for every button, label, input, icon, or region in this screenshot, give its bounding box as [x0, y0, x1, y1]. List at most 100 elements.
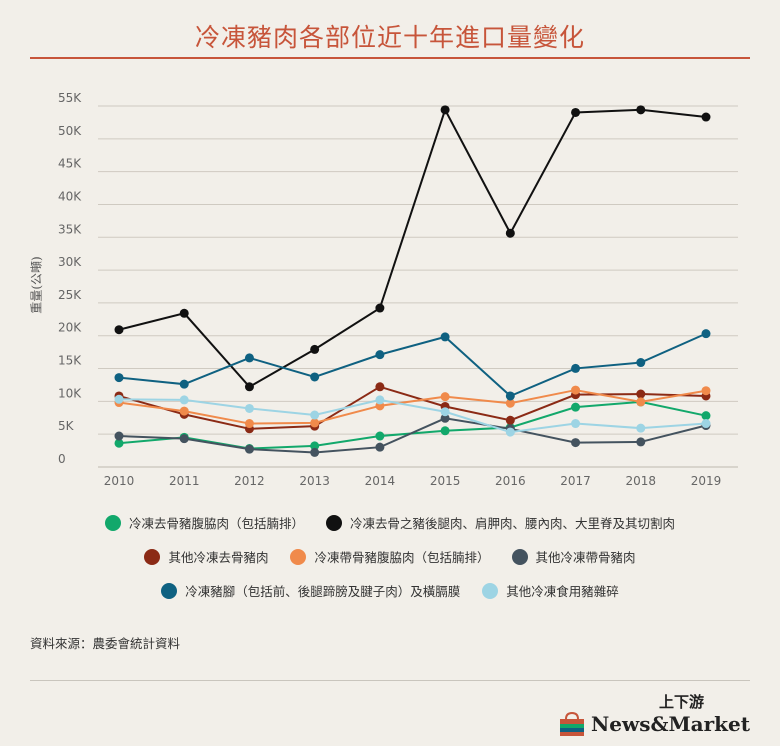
- data-point[interactable]: [375, 442, 385, 452]
- y-tick-label: 10K: [58, 386, 82, 400]
- data-point[interactable]: [375, 395, 385, 405]
- data-point[interactable]: [375, 350, 385, 360]
- series-lines: [114, 105, 711, 457]
- data-point[interactable]: [571, 107, 581, 117]
- data-point[interactable]: [571, 419, 581, 429]
- y-tick-label: 30K: [58, 255, 82, 269]
- legend-item: 其他冷凍帶骨豬肉: [511, 547, 636, 566]
- data-point[interactable]: [505, 398, 515, 408]
- legend-label: 其他冷凍去骨豬肉: [168, 550, 269, 565]
- series-line: [118, 389, 707, 425]
- data-point[interactable]: [310, 447, 320, 457]
- data-point[interactable]: [310, 344, 320, 354]
- legend-label: 其他冷凍食用豬雜碎: [506, 584, 619, 599]
- legend-label: 冷凍帶骨豬腹脇肉（包括腩排）: [314, 550, 490, 565]
- data-point[interactable]: [505, 415, 515, 425]
- data-point[interactable]: [636, 397, 646, 407]
- legend-label: 冷凍去骨豬腹脇肉（包括腩排）: [128, 516, 304, 531]
- data-point[interactable]: [375, 382, 385, 392]
- series-5: [114, 413, 711, 457]
- data-point[interactable]: [636, 389, 646, 399]
- y-tick-label: 55K: [58, 91, 82, 105]
- data-point[interactable]: [636, 437, 646, 447]
- data-point[interactable]: [179, 379, 189, 389]
- data-point[interactable]: [701, 386, 711, 396]
- series-line: [118, 332, 707, 398]
- y-tick-label: 0: [58, 452, 66, 466]
- legend-item: 其他冷凍去骨豬肉: [144, 547, 268, 566]
- data-point[interactable]: [114, 438, 124, 448]
- x-tick-label: 2019: [691, 474, 722, 488]
- data-point[interactable]: [179, 395, 189, 405]
- legend-item: 其他冷凍食用豬雜碎: [482, 581, 619, 600]
- data-point[interactable]: [440, 332, 450, 342]
- data-point[interactable]: [375, 303, 385, 313]
- data-point[interactable]: [244, 353, 254, 363]
- data-point[interactable]: [636, 423, 646, 433]
- data-point[interactable]: [244, 444, 254, 454]
- data-point[interactable]: [310, 418, 320, 428]
- data-point[interactable]: [114, 431, 124, 441]
- x-tick-label: 2016: [495, 474, 526, 488]
- data-point[interactable]: [114, 373, 124, 383]
- series-line: [118, 107, 707, 389]
- data-point[interactable]: [636, 358, 646, 368]
- data-point[interactable]: [375, 431, 385, 441]
- data-point[interactable]: [505, 427, 515, 437]
- y-tick-label: 20K: [58, 321, 82, 335]
- x-tick-label: 2015: [430, 474, 461, 488]
- data-point[interactable]: [244, 403, 254, 413]
- brand-chinese-name: 上下游: [658, 693, 704, 711]
- legend-item: 冷凍豬腳（包括前、後腿蹄膀及腱子肉）及橫膈膜: [161, 581, 460, 600]
- data-point[interactable]: [244, 419, 254, 429]
- series-line: [118, 385, 707, 430]
- data-point[interactable]: [440, 426, 450, 436]
- legend-row-3: 冷凍豬腳（包括前、後腿蹄膀及腱子肉）及橫膈膜 其他冷凍食用豬雜碎: [0, 581, 780, 600]
- data-point[interactable]: [179, 406, 189, 416]
- x-tick-label: 2017: [560, 474, 591, 488]
- data-point[interactable]: [636, 105, 646, 115]
- gridlines: [98, 105, 738, 468]
- legend-swatch: [161, 582, 178, 599]
- data-point[interactable]: [701, 329, 711, 339]
- legend-label: 冷凍去骨之豬後腿肉、肩胛肉、腰內肉、大里脊及其切割肉: [350, 516, 676, 531]
- brand-name: News&Market: [591, 712, 750, 736]
- data-point[interactable]: [179, 308, 189, 318]
- data-point[interactable]: [571, 385, 581, 395]
- data-point[interactable]: [701, 419, 711, 429]
- series-line: [118, 417, 707, 454]
- x-tick-label: 2013: [299, 474, 330, 488]
- data-point[interactable]: [244, 382, 254, 392]
- y-tick-label: 15K: [58, 354, 82, 368]
- x-tick-label: 2012: [234, 474, 265, 488]
- data-point[interactable]: [440, 413, 450, 423]
- legend-swatch: [482, 582, 499, 599]
- y-axis-label: 重量(公噸): [29, 256, 44, 314]
- y-tick-label: 50K: [58, 124, 82, 138]
- data-point[interactable]: [701, 411, 711, 421]
- data-point[interactable]: [114, 394, 124, 404]
- title-divider: [30, 57, 750, 59]
- data-point[interactable]: [571, 402, 581, 412]
- data-point[interactable]: [179, 434, 189, 444]
- series-3: [114, 382, 711, 434]
- data-point[interactable]: [310, 441, 320, 451]
- brand-main: News&Market: [557, 711, 750, 737]
- data-point[interactable]: [571, 438, 581, 448]
- data-point[interactable]: [505, 391, 515, 401]
- data-point[interactable]: [440, 407, 450, 417]
- data-point[interactable]: [114, 325, 124, 335]
- data-point[interactable]: [505, 228, 515, 238]
- data-point[interactable]: [310, 410, 320, 420]
- data-point[interactable]: [440, 105, 450, 115]
- brand-logo[interactable]: 上下游 News&Market: [557, 693, 750, 737]
- legend-item: 冷凍去骨之豬後腿肉、肩胛肉、腰內肉、大里脊及其切割肉: [326, 513, 675, 532]
- data-point[interactable]: [701, 112, 711, 122]
- series-2: [114, 105, 711, 392]
- data-point[interactable]: [440, 392, 450, 402]
- data-point[interactable]: [310, 372, 320, 382]
- legend-swatch: [326, 514, 342, 531]
- data-point[interactable]: [571, 363, 581, 373]
- series-line: [118, 398, 707, 434]
